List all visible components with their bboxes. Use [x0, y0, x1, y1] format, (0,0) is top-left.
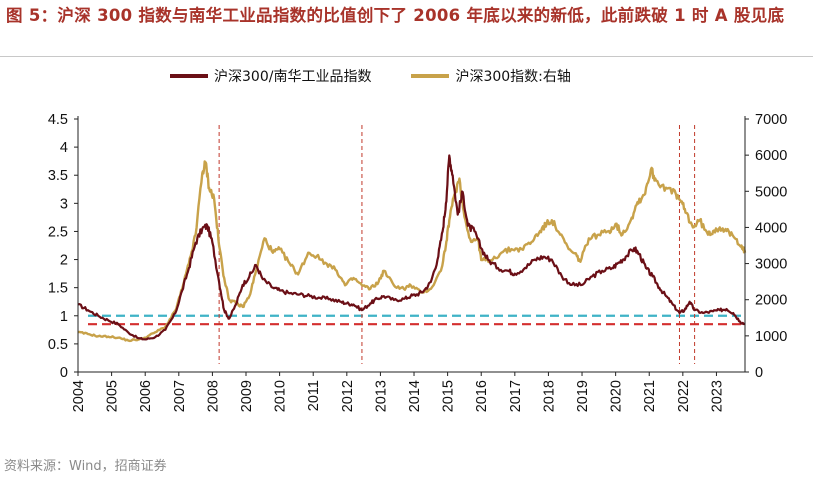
x-tick-label: 2015	[441, 380, 457, 412]
x-tick-label: 2019	[575, 380, 591, 412]
legend-swatch-csi300	[411, 74, 450, 78]
left-tick-label: 1.5	[48, 281, 68, 297]
left-tick-label: 3.5	[48, 168, 68, 184]
left-tick-label: 4.5	[48, 112, 68, 128]
x-tick-label: 2005	[105, 380, 121, 412]
x-tick-label: 2014	[407, 380, 423, 412]
left-tick-label: 0.5	[48, 337, 68, 353]
x-tick-label: 2004	[71, 380, 87, 412]
x-tick-label: 2016	[474, 380, 490, 412]
right-tick-label: 0	[755, 365, 763, 381]
legend-label-ratio: 沪深300/南华工业品指数	[214, 69, 372, 85]
left-tick-label: 3	[60, 196, 68, 212]
left-tick-label: 2.5	[48, 224, 68, 240]
legend-swatch-ratio	[170, 74, 208, 78]
legend-item-ratio: 沪深300/南华工业品指数	[170, 66, 371, 86]
axes: 0 0.5 1 1.5 2 2.5 3 3.5 4 4.5 0 1000 2000 3000 4000 500…	[48, 112, 787, 412]
x-tick-label: 2011	[306, 380, 322, 411]
right-tick-label: 7000	[755, 112, 787, 128]
series-line-ratio	[77, 154, 746, 341]
left-tick-label: 4	[60, 140, 68, 156]
x-tick-label: 2006	[138, 380, 154, 412]
legend-label-csi300: 沪深300指数:右轴	[455, 69, 571, 85]
series-lines	[77, 154, 747, 343]
title-divider	[0, 56, 813, 57]
left-tick-label: 0	[60, 365, 68, 381]
chart-title: 图 5：沪深 300 指数与南华工业品指数的比值创下了 2006 年底以来的新低…	[6, 6, 785, 25]
x-tick-label: 2009	[239, 380, 255, 412]
source-note: 资料来源：Wind，招商证券	[4, 459, 167, 474]
left-tick-label: 1	[60, 309, 68, 325]
x-tick-label: 2008	[205, 380, 221, 412]
legend: 沪深300/南华工业品指数 沪深300指数:右轴	[170, 66, 611, 86]
x-tick-label: 2022	[676, 380, 692, 412]
right-tick-label: 2000	[755, 293, 787, 309]
legend-item-csi300: 沪深300指数:右轴	[411, 66, 571, 86]
right-tick-label: 3000	[755, 257, 787, 273]
left-tick-label: 2	[60, 253, 68, 269]
x-tick-label: 2012	[340, 380, 356, 412]
x-tick-label: 2013	[373, 380, 389, 412]
right-tick-label: 1000	[755, 329, 787, 345]
right-tick-label: 6000	[755, 148, 787, 164]
reference-lines	[88, 125, 743, 364]
x-tick-label: 2010	[273, 380, 289, 412]
series-line-csi300	[77, 160, 747, 343]
right-tick-label: 5000	[755, 184, 787, 200]
x-tick-label: 2018	[541, 380, 557, 412]
x-tick-label: 2021	[642, 380, 658, 412]
x-tick-label: 2023	[709, 380, 725, 412]
x-tick-label: 2017	[508, 380, 524, 412]
x-tick-label: 2007	[172, 380, 188, 412]
x-tick-label: 2020	[609, 380, 625, 412]
right-tick-label: 4000	[755, 220, 787, 236]
